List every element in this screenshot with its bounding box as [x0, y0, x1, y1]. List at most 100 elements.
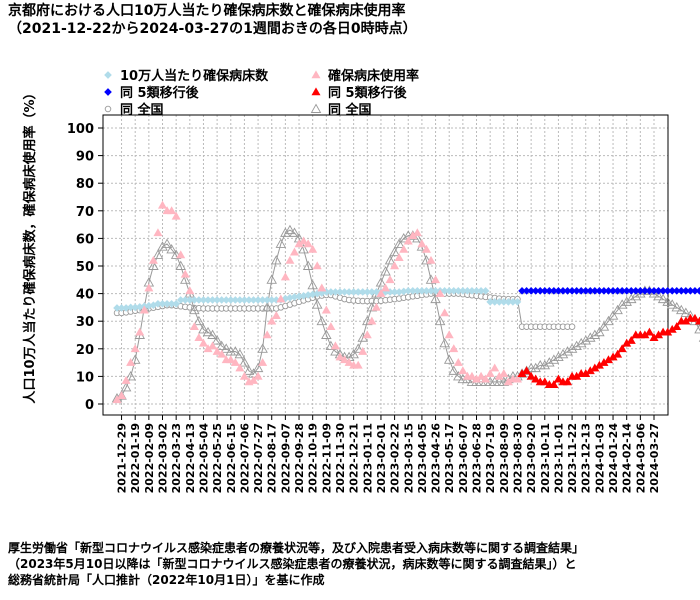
series-4 — [113, 290, 576, 330]
data-point — [662, 296, 673, 306]
y-tick-label: 30 — [76, 315, 94, 330]
data-point — [312, 261, 322, 270]
data-point — [485, 369, 495, 377]
data-point — [635, 288, 646, 298]
grid-lines — [103, 115, 668, 415]
legend-marker — [104, 105, 112, 113]
data-point — [121, 375, 131, 384]
data-point — [280, 272, 290, 281]
data-point — [135, 327, 145, 336]
data-point — [553, 351, 564, 362]
data-point — [258, 357, 268, 366]
data-point — [280, 227, 291, 237]
legend-marker — [104, 88, 112, 96]
series-layer — [111, 200, 700, 404]
data-point — [481, 287, 490, 295]
x-tick-label: 2023-09-20 — [525, 423, 538, 494]
data-point — [185, 286, 195, 295]
x-tick-label: 2022-09-28 — [293, 423, 306, 493]
data-point — [303, 239, 313, 248]
data-point — [234, 348, 246, 359]
legend-marker — [311, 87, 321, 96]
data-point — [562, 346, 573, 356]
x-tick-label: 2024-01-03 — [593, 423, 606, 493]
data-point — [321, 329, 332, 339]
x-tick-label: 2022-01-19 — [129, 423, 142, 493]
x-tick-label: 2022-03-02 — [157, 423, 170, 493]
data-point — [176, 250, 186, 259]
source-line-1: 厚生労働省「新型コロナウイルス感染症患者の療養状況等，及び入院患者受入病床数等に… — [8, 541, 585, 555]
data-point — [512, 374, 522, 383]
data-point — [230, 357, 240, 366]
data-point — [253, 371, 263, 380]
y-tick-label: 80 — [76, 177, 94, 192]
data-point — [403, 236, 413, 245]
y-tick-label: 50 — [76, 260, 94, 275]
x-tick-label: 2023-08-30 — [511, 423, 524, 494]
legend-marker — [311, 70, 321, 79]
data-point — [563, 377, 573, 386]
data-point — [644, 327, 654, 336]
data-point — [175, 260, 186, 270]
y-tick-label: 10 — [76, 370, 94, 385]
x-tick-label: 2023-11-01 — [552, 423, 565, 493]
x-tick-label: 2022-11-09 — [320, 423, 333, 493]
x-tick-label: 2022-05-25 — [211, 423, 224, 493]
data-point — [616, 299, 628, 309]
data-point — [394, 253, 404, 262]
legend-label: 同 全国 — [120, 102, 164, 118]
data-point — [235, 363, 245, 372]
data-point — [603, 315, 614, 326]
data-point — [398, 232, 409, 243]
data-point — [152, 249, 164, 259]
data-point — [271, 255, 282, 265]
data-point — [326, 322, 336, 331]
data-point — [207, 329, 218, 339]
data-point — [302, 260, 314, 270]
plot-frame — [102, 114, 669, 416]
x-tick-label: 2022-11-30 — [334, 423, 347, 494]
data-point — [353, 360, 363, 369]
data-point — [252, 362, 264, 373]
data-point — [594, 326, 605, 337]
data-point — [321, 305, 331, 314]
data-point — [548, 354, 560, 364]
y-tick-label: 40 — [76, 288, 94, 303]
y-tick-label: 0 — [85, 398, 94, 413]
data-point — [598, 321, 610, 331]
data-point — [626, 335, 636, 344]
data-point — [289, 247, 300, 256]
data-point — [198, 324, 209, 334]
data-point — [340, 355, 350, 364]
series-2 — [518, 287, 700, 295]
legend-item: 10万人当たり確保病床数 — [104, 68, 269, 84]
data-point — [358, 346, 368, 355]
data-point — [216, 340, 227, 350]
data-point — [434, 315, 446, 326]
data-point — [557, 348, 569, 359]
data-point — [625, 293, 637, 304]
data-point — [189, 304, 200, 315]
data-point — [653, 290, 664, 301]
data-point — [129, 354, 141, 364]
data-point — [239, 371, 249, 380]
data-point — [676, 304, 687, 315]
x-tick-label: 2023-12-13 — [580, 423, 593, 493]
data-point — [330, 341, 340, 350]
data-point — [448, 365, 460, 375]
title-line-1: 京都府における人口10万人当たり確保病床数と確保病床使用率 — [8, 3, 406, 19]
data-point — [380, 283, 391, 292]
data-point — [271, 311, 281, 319]
x-tick-label: 2023-05-17 — [443, 423, 456, 493]
data-point — [126, 357, 136, 366]
data-point — [112, 395, 122, 404]
legend-marker — [310, 103, 322, 113]
series-3 — [517, 313, 700, 388]
data-point — [298, 244, 309, 254]
data-point — [317, 283, 327, 292]
data-point — [443, 354, 455, 364]
x-tick-label: 2023-02-01 — [375, 423, 388, 493]
data-point — [148, 255, 158, 264]
x-tick-label: 2022-09-07 — [279, 423, 292, 493]
x-tick-labels: 2021-12-29 2022-01-19 2022-02-09 2022-03-02… — [116, 423, 661, 494]
